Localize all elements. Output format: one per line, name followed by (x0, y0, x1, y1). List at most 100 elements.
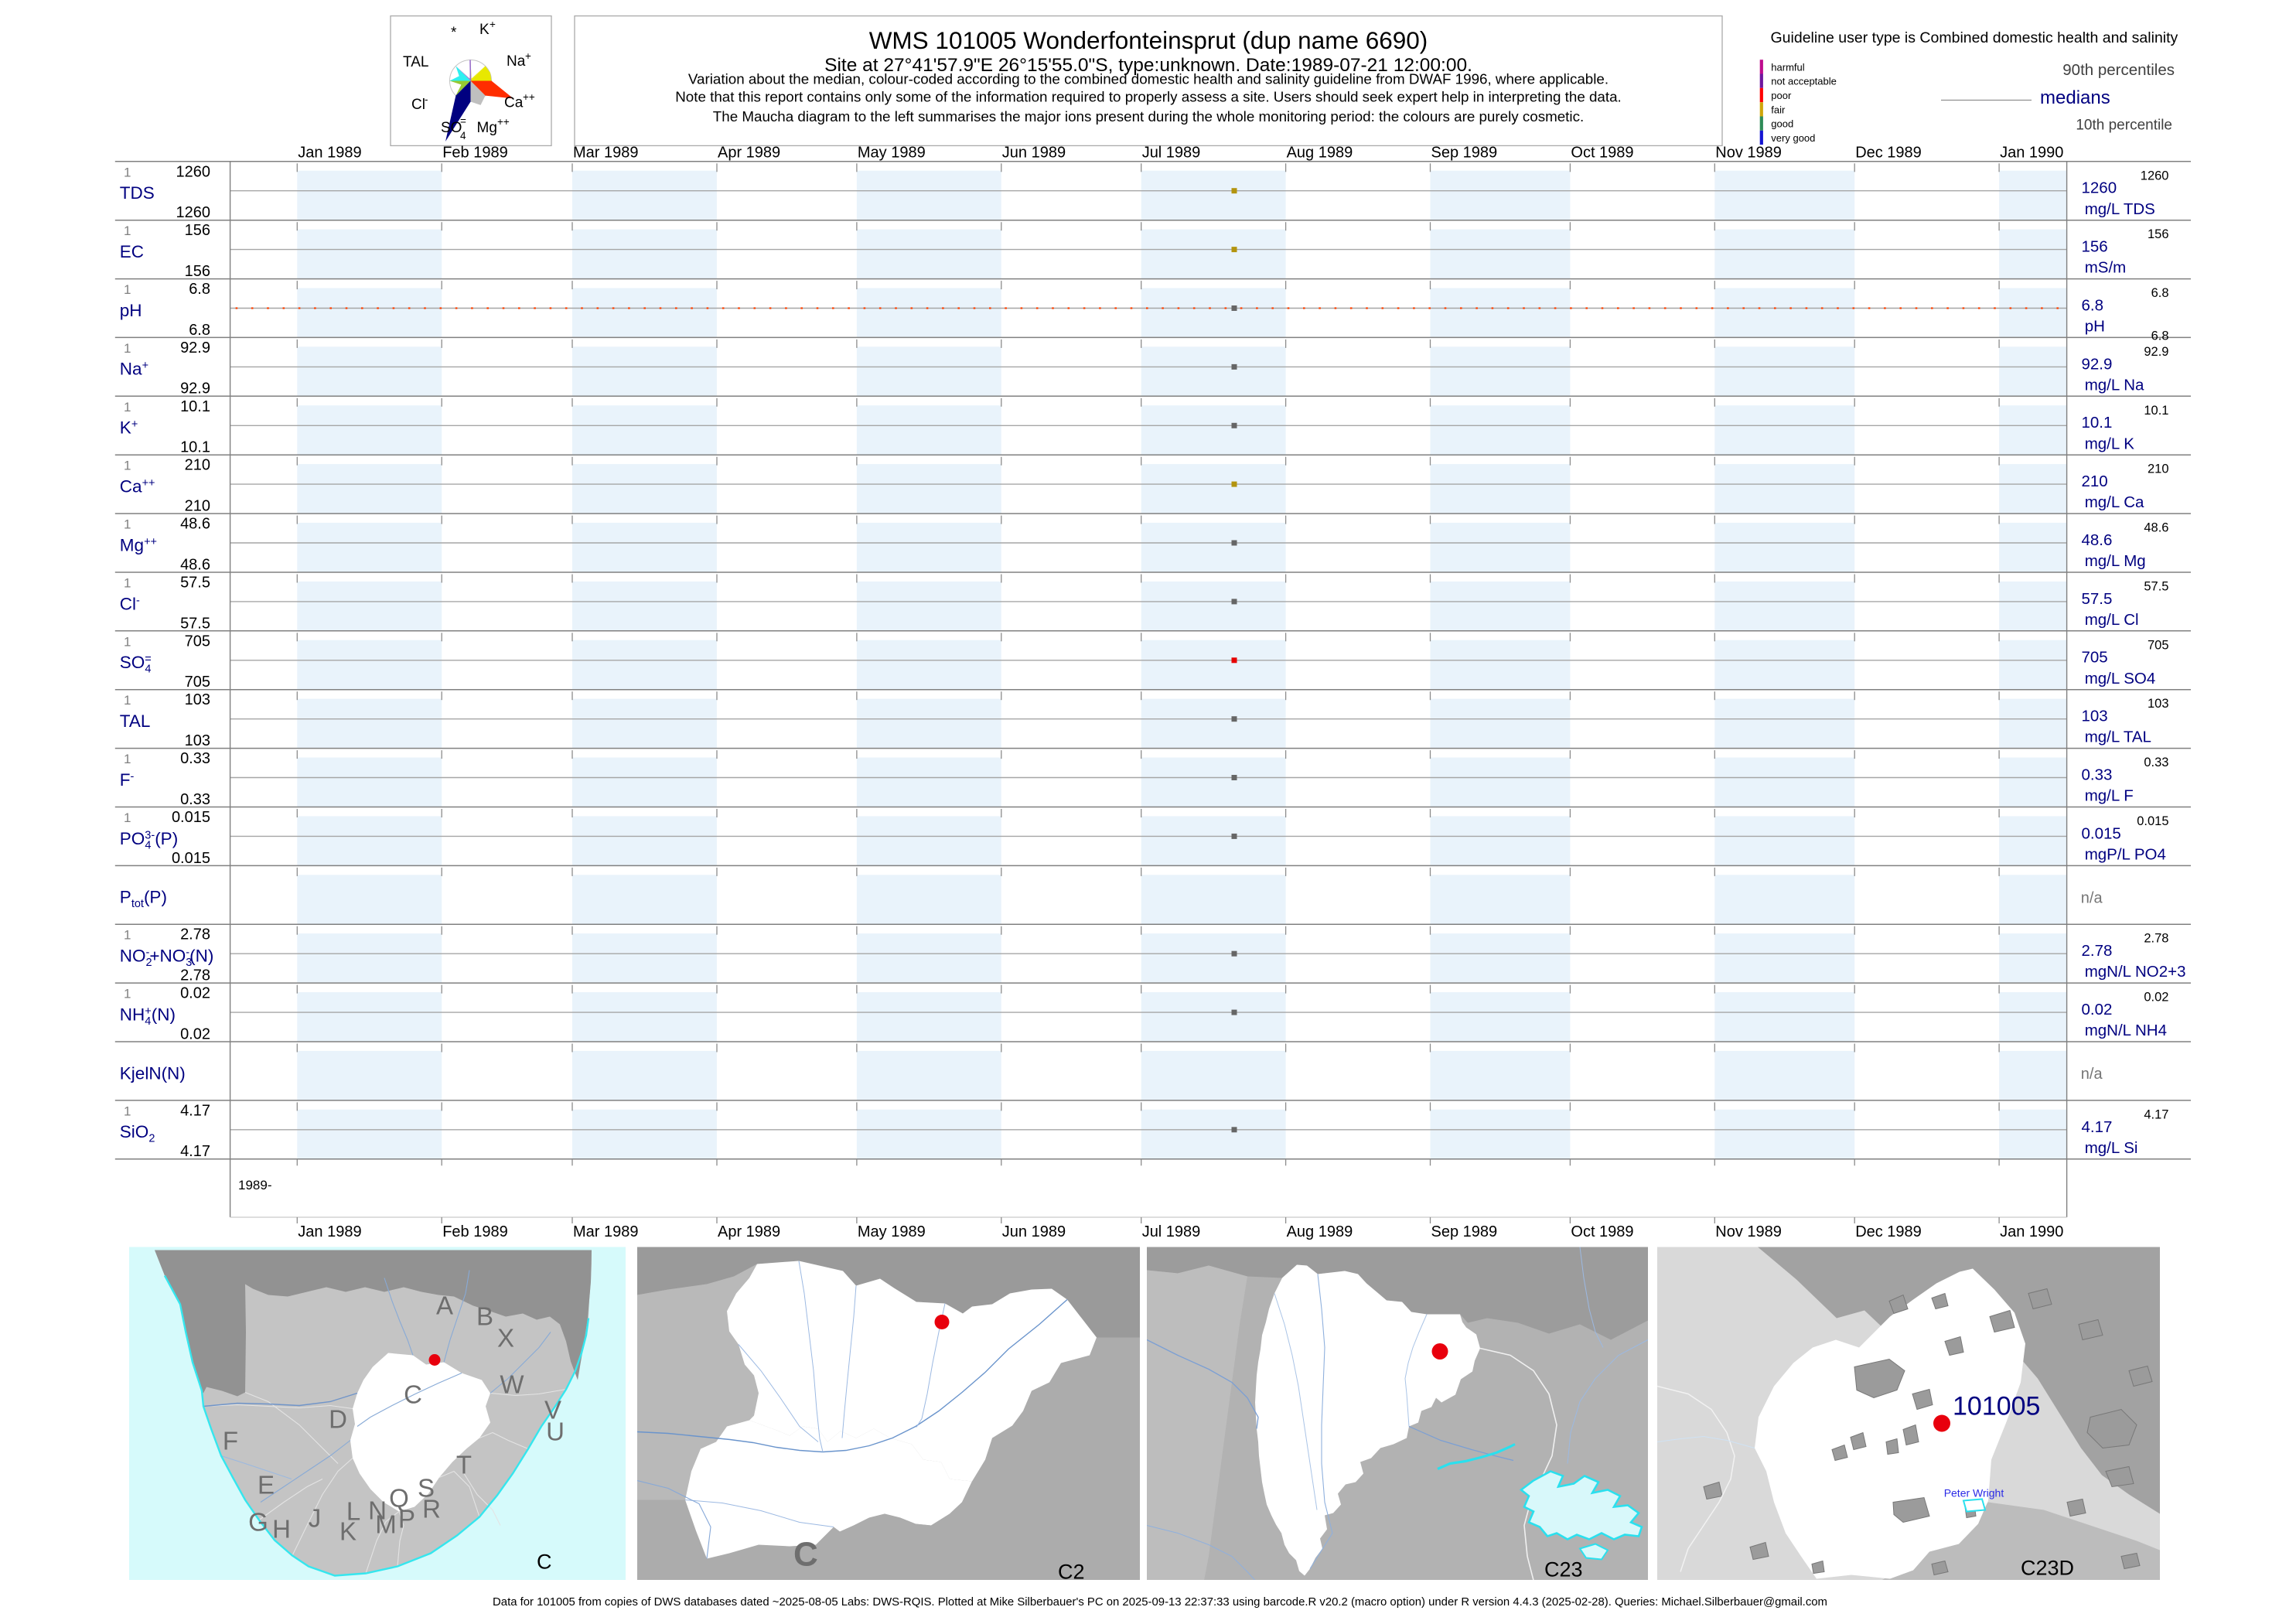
svg-text:1260: 1260 (176, 163, 211, 180)
svg-text:C2: C2 (1058, 1561, 1085, 1584)
svg-text:Mg: Mg (477, 120, 497, 136)
svg-text:4.17: 4.17 (2144, 1107, 2168, 1121)
svg-text:n/a: n/a (2081, 1066, 2103, 1083)
svg-text:6.8: 6.8 (2151, 329, 2169, 343)
svg-text:156: 156 (185, 263, 210, 280)
svg-text:1: 1 (124, 459, 131, 473)
svg-text:57.5: 57.5 (180, 575, 210, 592)
svg-text:156: 156 (2082, 238, 2108, 256)
svg-text:Jul 1989: Jul 1989 (1142, 1223, 1201, 1240)
svg-text:Oct 1989: Oct 1989 (1571, 1223, 1633, 1240)
svg-text:mg/L Ca: mg/L Ca (2085, 493, 2144, 511)
svg-text:Aug 1989: Aug 1989 (1287, 145, 1353, 162)
svg-text:A: A (436, 1291, 453, 1320)
svg-text:Jun 1989: Jun 1989 (1002, 145, 1066, 162)
svg-text:Sep 1989: Sep 1989 (1431, 145, 1498, 162)
svg-text:1: 1 (124, 341, 131, 356)
svg-text:M: M (375, 1510, 397, 1539)
svg-text:57.5: 57.5 (180, 615, 210, 632)
svg-text:mg/L SO4: mg/L SO4 (2085, 670, 2156, 687)
svg-text:Apr 1989: Apr 1989 (718, 145, 780, 162)
svg-text:mg/L TDS: mg/L TDS (2085, 200, 2155, 218)
svg-text:156: 156 (185, 222, 210, 239)
svg-text:1: 1 (124, 1104, 131, 1118)
svg-text:705: 705 (185, 633, 210, 650)
svg-text:C23: C23 (1544, 1558, 1583, 1581)
svg-text:210: 210 (2082, 473, 2108, 490)
svg-text:++: ++ (497, 116, 510, 128)
svg-text:mg/L Na: mg/L Na (2085, 376, 2144, 394)
svg-text:0.015: 0.015 (172, 809, 210, 826)
svg-text:92.9: 92.9 (2082, 355, 2113, 373)
svg-text:Jun 1989: Jun 1989 (1002, 1223, 1066, 1240)
svg-text:KjelN(N): KjelN(N) (120, 1063, 186, 1083)
svg-text:Feb 1989: Feb 1989 (442, 145, 508, 162)
svg-text:4.17: 4.17 (2082, 1118, 2113, 1136)
svg-text:0.015: 0.015 (2137, 814, 2168, 828)
svg-text:C: C (404, 1380, 422, 1409)
svg-text:Jan 1989: Jan 1989 (298, 145, 361, 162)
svg-text:705: 705 (2082, 649, 2108, 667)
svg-text:R: R (422, 1495, 441, 1523)
svg-text:2.78: 2.78 (180, 967, 210, 984)
svg-text:101005: 101005 (1953, 1392, 2040, 1421)
svg-text:Mar 1989: Mar 1989 (573, 145, 639, 162)
svg-text:92.9: 92.9 (180, 380, 210, 397)
svg-text:103: 103 (2148, 697, 2169, 711)
svg-text:medians: medians (2040, 87, 2110, 108)
svg-text:1: 1 (124, 517, 131, 532)
svg-text:C: C (793, 1536, 818, 1574)
svg-text:210: 210 (185, 498, 210, 515)
svg-text:Data for 101005 from copies of: Data for 101005 from copies of DWS datab… (493, 1596, 1827, 1609)
svg-text:Q: Q (389, 1484, 409, 1513)
svg-text:6.8: 6.8 (2151, 286, 2169, 300)
svg-text:2.78: 2.78 (180, 926, 210, 943)
svg-text:Ptot(P): Ptot(P) (120, 888, 167, 911)
svg-text:0.33: 0.33 (2144, 756, 2168, 769)
svg-text:Jan 1990: Jan 1990 (2000, 1223, 2063, 1240)
svg-text:EC: EC (120, 242, 144, 261)
svg-text:1260: 1260 (2082, 179, 2117, 197)
svg-text:10.1: 10.1 (180, 398, 210, 415)
svg-text:210: 210 (185, 457, 210, 474)
svg-text:1: 1 (124, 576, 131, 591)
svg-text:0.02: 0.02 (180, 985, 210, 1002)
svg-text:Variation about the median, c: Variation about the median, colour-coded… (688, 71, 1609, 87)
svg-text:1260: 1260 (176, 204, 211, 221)
svg-text:SO4=: SO4= (120, 653, 152, 676)
svg-text:Note that this report contains: Note that this report contains only some… (675, 89, 1622, 105)
svg-text:6.8: 6.8 (2082, 297, 2104, 315)
svg-text:Jan 1989: Jan 1989 (298, 1223, 361, 1240)
svg-text:Aug 1989: Aug 1989 (1287, 1223, 1353, 1240)
svg-text:6.8: 6.8 (189, 322, 210, 339)
svg-text:103: 103 (185, 691, 210, 708)
svg-text:Peter Wright: Peter Wright (1944, 1487, 2004, 1499)
svg-text:L: L (346, 1497, 360, 1526)
svg-text:10th percentile: 10th percentile (2076, 118, 2172, 134)
svg-text:0.015: 0.015 (2082, 824, 2121, 842)
svg-text:mgP/L PO4: mgP/L PO4 (2085, 846, 2166, 864)
svg-text:1989-: 1989- (238, 1178, 271, 1192)
svg-text:mg/L Si: mg/L Si (2085, 1139, 2138, 1157)
svg-text:4: 4 (460, 130, 466, 142)
svg-text:Nov 1989: Nov 1989 (1715, 1223, 1782, 1240)
svg-text:mg/L Cl: mg/L Cl (2085, 611, 2139, 629)
svg-text:-: - (425, 94, 428, 105)
svg-text:*: * (451, 25, 457, 41)
svg-text:F: F (223, 1427, 238, 1455)
svg-text:92.9: 92.9 (180, 339, 210, 357)
svg-text:D: D (329, 1405, 347, 1434)
svg-text:1: 1 (124, 987, 131, 1001)
svg-text:++: ++ (523, 91, 535, 103)
svg-text:TAL: TAL (403, 54, 428, 70)
svg-text:PO43-(P): PO43-(P) (120, 829, 178, 852)
svg-text:2.78: 2.78 (2082, 942, 2113, 960)
svg-text:156: 156 (2148, 227, 2169, 241)
svg-text:U: U (546, 1418, 565, 1446)
svg-text:4.17: 4.17 (180, 1102, 210, 1119)
svg-text:1: 1 (124, 400, 131, 415)
svg-text:K: K (479, 22, 490, 38)
svg-text:Jan 1990: Jan 1990 (2000, 145, 2063, 162)
svg-text:48.6: 48.6 (180, 556, 210, 573)
svg-text:10.1: 10.1 (2082, 414, 2113, 432)
